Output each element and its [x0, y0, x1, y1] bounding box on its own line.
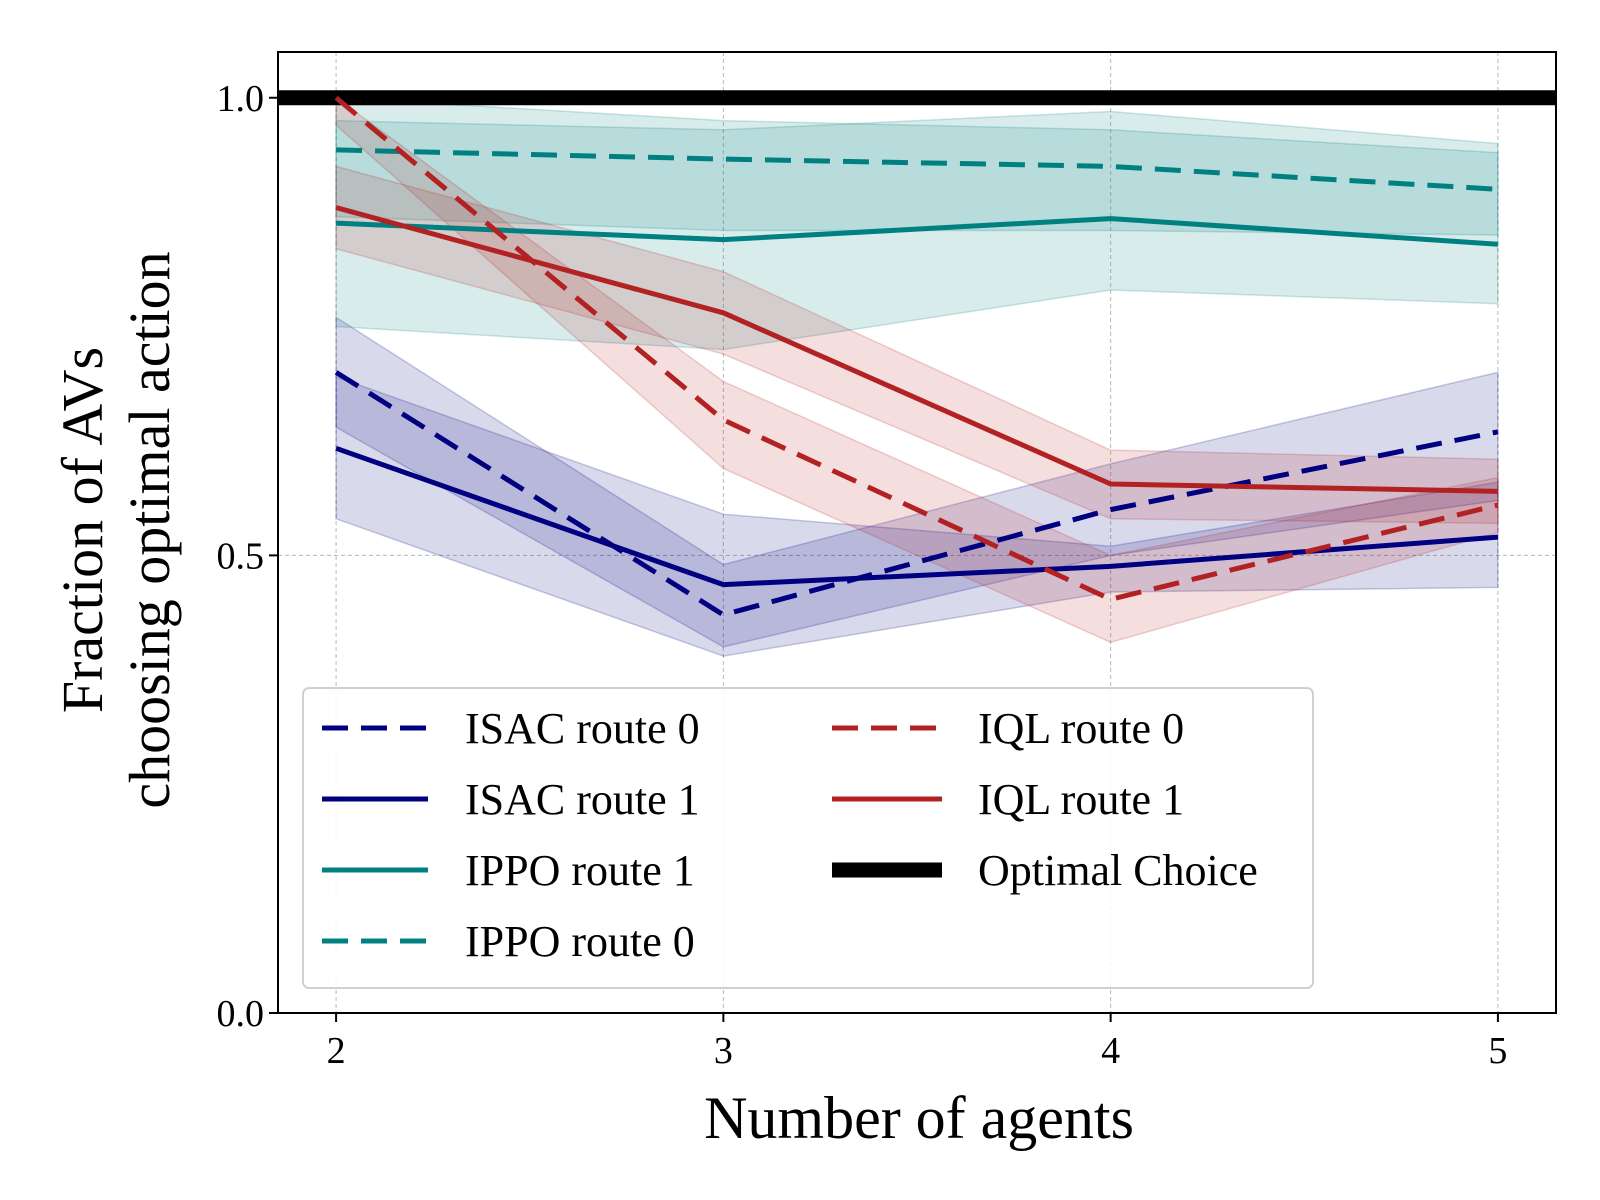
band-ippo-route-0 — [335, 96, 1499, 236]
legend-label: IQL route 0 — [978, 704, 1184, 753]
x-tick-label: 5 — [1488, 1030, 1507, 1072]
y-axis-label-line-1: Fraction of AVs — [50, 347, 115, 713]
y-tick-label: 0.5 — [217, 535, 265, 577]
plot-frame — [277, 51, 1557, 1014]
legend-label: ISAC route 1 — [465, 775, 700, 824]
legend-entry-ippo-route-1: IPPO route 1 — [322, 846, 695, 895]
line-iql-route-1 — [335, 205, 1498, 494]
x-axis-label: Number of agents — [704, 1085, 1134, 1151]
x-tick-label: 3 — [714, 1030, 733, 1072]
legend-entry-iql-route-1: IQL route 1 — [832, 775, 1184, 824]
x-tick-label: 4 — [1101, 1030, 1120, 1072]
legend-label: IPPO route 0 — [465, 917, 695, 966]
legend-entry-ippo-route-0: IPPO route 0 — [322, 917, 695, 966]
line-isac-route-0 — [334, 370, 1499, 618]
y-tick-label: 0.0 — [217, 993, 265, 1035]
line-ippo-route-1 — [335, 216, 1499, 247]
legend-entry-iql-route-0: IQL route 0 — [832, 704, 1184, 753]
band-isac-route-0 — [335, 316, 1499, 648]
legend-entry-isac-route-0: ISAC route 0 — [322, 704, 700, 753]
legend-label: ISAC route 0 — [465, 704, 700, 753]
y-axis-ticks: 0.0 0.5 1.0 — [217, 78, 278, 1035]
y-axis-label: Fraction of AVs choosing optimal action — [50, 251, 182, 808]
band-isac-route-1 — [335, 375, 1499, 657]
band-iql-route-1 — [335, 165, 1499, 525]
legend: ISAC route 0 ISAC route 1 IPPO route 1 IPPO… — [302, 687, 1314, 989]
series-lines — [278, 90, 1556, 618]
legend-entry-isac-route-1: ISAC route 1 — [322, 775, 700, 824]
y-tick-label: 1.0 — [217, 78, 265, 120]
x-axis-ticks: 2 3 4 5 — [327, 1013, 1507, 1072]
legend-box — [302, 687, 1314, 989]
legend-label: IQL route 1 — [978, 775, 1184, 824]
band-iql-route-0 — [335, 96, 1499, 644]
y-axis-label-line-2: choosing optimal action — [117, 251, 182, 808]
line-isac-route-1 — [335, 445, 1499, 588]
legend-entry-optimal-choice: Optimal Choice — [832, 846, 1258, 895]
legend-label: IPPO route 1 — [465, 846, 695, 895]
legend-label: Optimal Choice — [978, 846, 1258, 895]
x-tick-label: 2 — [327, 1030, 346, 1072]
